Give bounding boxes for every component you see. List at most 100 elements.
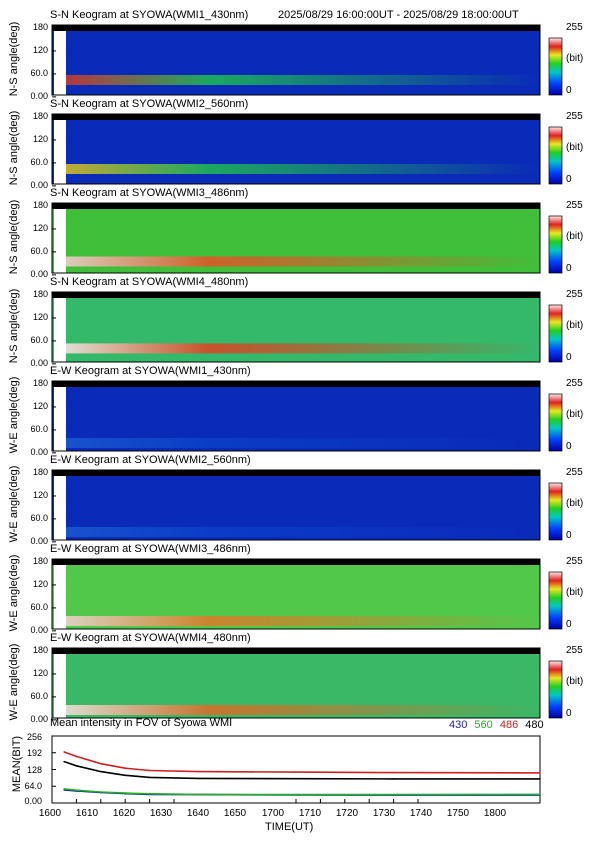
panel-ytick: 0.00 (30, 268, 48, 279)
panel-ytick: 180 (32, 200, 48, 210)
keogram-top-strip (52, 470, 540, 476)
panel-title: E-W Keogram at SYOWA(WMI2_560nm) (50, 454, 251, 466)
colorbar-unit-label: (bit) (566, 676, 584, 687)
data-point-480 (539, 778, 541, 780)
xtick: 1740 (409, 808, 433, 819)
xtick: 1630 (149, 808, 173, 819)
keogram-nodata (54, 31, 66, 95)
colorbar (548, 126, 563, 185)
xtick: 1750 (446, 808, 470, 819)
panel-title: S-N Keogram at SYOWA(WMI4_480nm) (50, 276, 249, 288)
colorbar-min-label: 0 (566, 352, 572, 363)
keogram-frame (51, 24, 541, 96)
colorbar-min-label: 0 (566, 85, 572, 96)
xtick: 1700 (261, 808, 285, 819)
keogram-band (66, 256, 540, 267)
keogram-band (66, 705, 540, 715)
panel-ytick: 0.00 (30, 535, 48, 546)
colorbar-max-label: 255 (566, 378, 583, 389)
panel-ytick: 120 (32, 133, 48, 144)
data-point-486 (295, 771, 297, 773)
legend-560: 560 (474, 719, 493, 731)
ytick: 256 (26, 732, 42, 742)
colorbar-max-label: 255 (566, 467, 583, 478)
data-point-560 (100, 791, 102, 793)
legend: 430 560 486 480 (449, 719, 544, 731)
panel-title: E-W Keogram at SYOWA(WMI4_480nm) (50, 632, 251, 644)
panel-ytick: 60.0 (30, 67, 48, 78)
data-point-480 (295, 777, 297, 780)
xtick: 1730 (372, 808, 396, 819)
data-point-560 (295, 793, 297, 796)
data-point-480 (75, 765, 78, 767)
keogram-nodata (54, 387, 66, 451)
data-point-480 (100, 770, 102, 773)
panel-ytick: 60.0 (30, 512, 48, 523)
panel-title: S-N Keogram at SYOWA(WMI2_560nm) (50, 98, 249, 110)
data-point-480 (197, 777, 200, 780)
panel-ytick: 0.00 (30, 624, 48, 635)
mean-panel-title: Mean intensity in FOV of Syowa WMI (50, 717, 233, 729)
keogram-frame (51, 647, 541, 719)
panel-ytick: 120 (32, 44, 48, 55)
panel-ytick: 0.00 (30, 179, 48, 190)
panel-ytick: 180 (32, 467, 48, 477)
colorbar-min-label: 0 (566, 708, 572, 719)
panel-ytick: 180 (32, 289, 48, 299)
colorbar-unit-label: (bit) (566, 409, 584, 420)
panel-ytick: 60.0 (30, 334, 48, 345)
page-title: S-N Keogram at SYOWA(WMI1_430nm) (50, 9, 248, 21)
colorbar-unit-label: (bit) (566, 231, 584, 242)
keogram-top-strip (52, 648, 540, 654)
panel-ytick: 180 (32, 111, 48, 121)
panel-ytick: 60.0 (30, 245, 48, 256)
panel-ytick: 120 (32, 311, 48, 322)
keogram-top-strip (52, 292, 540, 298)
panel-ytick: 180 (32, 378, 48, 388)
colorbar-unit-label: (bit) (566, 587, 584, 598)
data-point-560 (197, 793, 200, 796)
keogram-band (66, 343, 540, 354)
colorbar-min-label: 0 (566, 174, 572, 185)
xtick: 1620 (112, 808, 136, 819)
keogram-band (66, 164, 540, 174)
legend-430: 430 (449, 719, 468, 731)
keogram-top-strip (52, 203, 540, 209)
colorbar (548, 571, 563, 630)
keogram-nodata (54, 120, 66, 184)
ytick: 128 (26, 765, 42, 775)
colorbar-max-label: 255 (566, 645, 583, 656)
colorbar-max-label: 255 (566, 22, 583, 33)
panel-ytick: 60.0 (30, 156, 48, 167)
keogram-nodata (54, 298, 66, 362)
panel-title: E-W Keogram at SYOWA(WMI3_486nm) (50, 543, 251, 555)
panel-ytick: 180 (32, 22, 48, 32)
keogram-nodata (54, 654, 66, 718)
ytick: 0.00 (24, 796, 42, 806)
colorbar (548, 393, 563, 452)
data-point-480 (148, 776, 151, 779)
panel-ytick: 60.0 (30, 601, 48, 612)
data-point-486 (392, 771, 395, 774)
keogram-frame (51, 291, 541, 363)
xtick: 1640 (186, 808, 210, 819)
colorbar-unit-label: (bit) (566, 53, 584, 64)
data-point-486 (75, 755, 78, 758)
colorbar (548, 304, 563, 363)
keogram-top-strip (52, 114, 540, 120)
ytick: 192 (26, 748, 42, 758)
data-point-486 (100, 762, 102, 765)
time-range: 2025/08/29 16:00:00UT - 2025/08/29 18:00… (278, 9, 519, 21)
panel-ytick: 0.00 (30, 713, 48, 724)
data-point-480 (392, 778, 395, 780)
legend-480: 480 (525, 719, 544, 731)
keogram-band (66, 438, 540, 448)
keogram-frame (51, 380, 541, 452)
colorbar (548, 215, 563, 274)
xtick: 1600 (38, 808, 62, 819)
colorbar-max-label: 255 (566, 111, 583, 122)
keogram-frame (51, 558, 541, 630)
panel-ytick: 0.00 (30, 446, 48, 457)
keogram-top-strip (52, 381, 540, 387)
keogram-frame (51, 469, 541, 541)
